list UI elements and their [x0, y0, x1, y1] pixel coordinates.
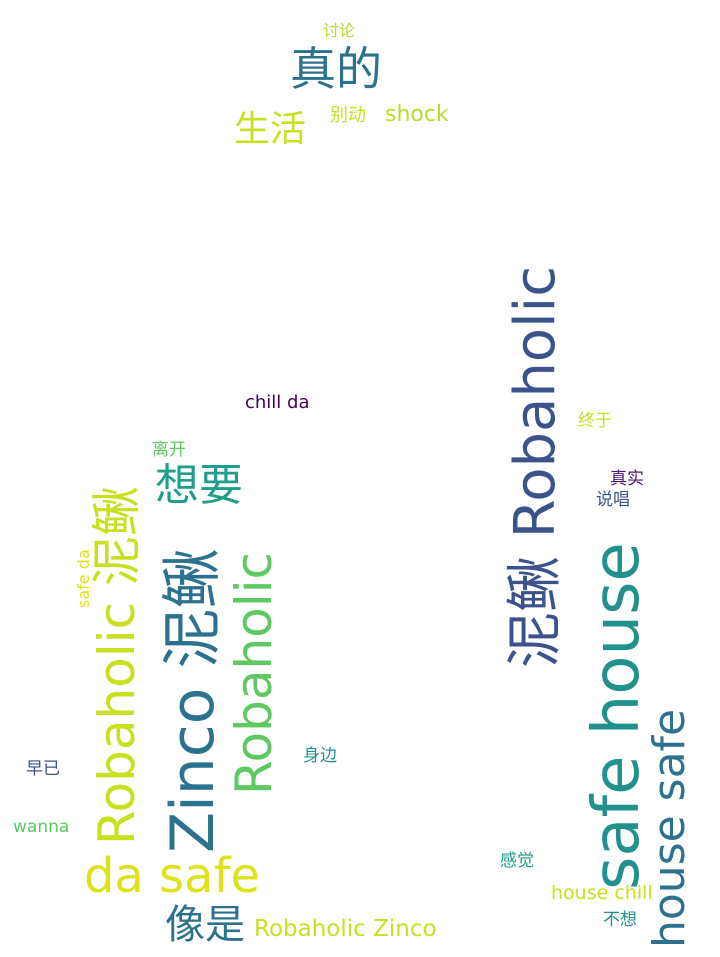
word-likai: 离开 — [152, 440, 186, 460]
word-shenghuo: 生活 — [234, 109, 307, 150]
word-safe-house: safe house — [580, 542, 654, 890]
word-house-safe: house safe — [644, 708, 695, 948]
word-zhende: 真的 — [290, 42, 382, 96]
word-wanna: wanna — [13, 817, 70, 837]
word-shenbian: 身边 — [303, 746, 337, 766]
word-xiangyao: 想要 — [155, 460, 243, 511]
word-chill-da: chill da — [245, 392, 310, 413]
word-zhongyu: 终于 — [578, 411, 612, 431]
word-zaoyi: 早已 — [26, 759, 60, 779]
word-zhenshi: 真实 — [610, 469, 644, 489]
word-xiangshi: 像是 — [165, 902, 245, 948]
word-robaholic: Robaholic — [225, 551, 283, 795]
word-buxiang: 不想 — [603, 910, 637, 930]
word-shock: shock — [385, 102, 449, 127]
word-robaholic-niqiu: Robaholic 泥鳅 — [88, 486, 146, 845]
word-robaholic-zinco: Robaholic Zinco — [254, 916, 437, 942]
word-house-chill: house chill — [551, 882, 653, 904]
word-taolun: 讨论 — [323, 21, 356, 40]
word-niqiu-robaholic: 泥鳅 Robaholic — [503, 266, 568, 668]
word-ganjue: 感觉 — [500, 851, 534, 871]
word-zinco-niqiu: Zinco 泥鳅 — [158, 548, 228, 853]
word-biedong: 别动 — [330, 105, 366, 126]
word-shuochang: 说唱 — [596, 490, 630, 510]
word-da-safe: da safe — [84, 848, 260, 904]
